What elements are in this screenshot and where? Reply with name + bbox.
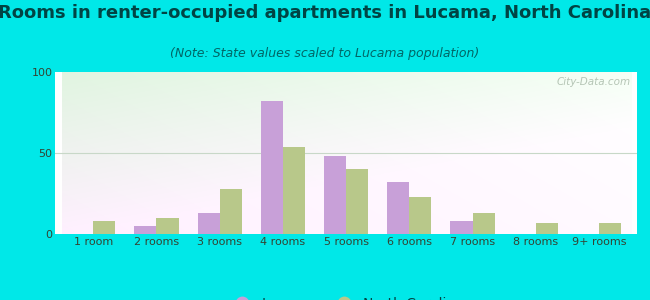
Bar xyxy=(346,169,369,234)
Bar xyxy=(599,223,621,234)
Bar xyxy=(450,221,473,234)
Bar xyxy=(198,213,220,234)
Bar xyxy=(536,223,558,234)
Bar xyxy=(220,189,242,234)
Bar xyxy=(387,182,410,234)
Bar xyxy=(93,221,115,234)
Bar xyxy=(157,218,179,234)
Text: Rooms in renter-occupied apartments in Lucama, North Carolina: Rooms in renter-occupied apartments in L… xyxy=(0,4,650,22)
Bar xyxy=(261,101,283,234)
Text: City-Data.com: City-Data.com xyxy=(557,77,631,87)
Text: (Note: State values scaled to Lucama population): (Note: State values scaled to Lucama pop… xyxy=(170,46,480,59)
Bar xyxy=(473,213,495,234)
Bar xyxy=(135,226,157,234)
Bar xyxy=(283,146,305,234)
Bar xyxy=(324,156,346,234)
Bar xyxy=(410,197,432,234)
Legend: Lucama, North Carolina: Lucama, North Carolina xyxy=(222,291,470,300)
